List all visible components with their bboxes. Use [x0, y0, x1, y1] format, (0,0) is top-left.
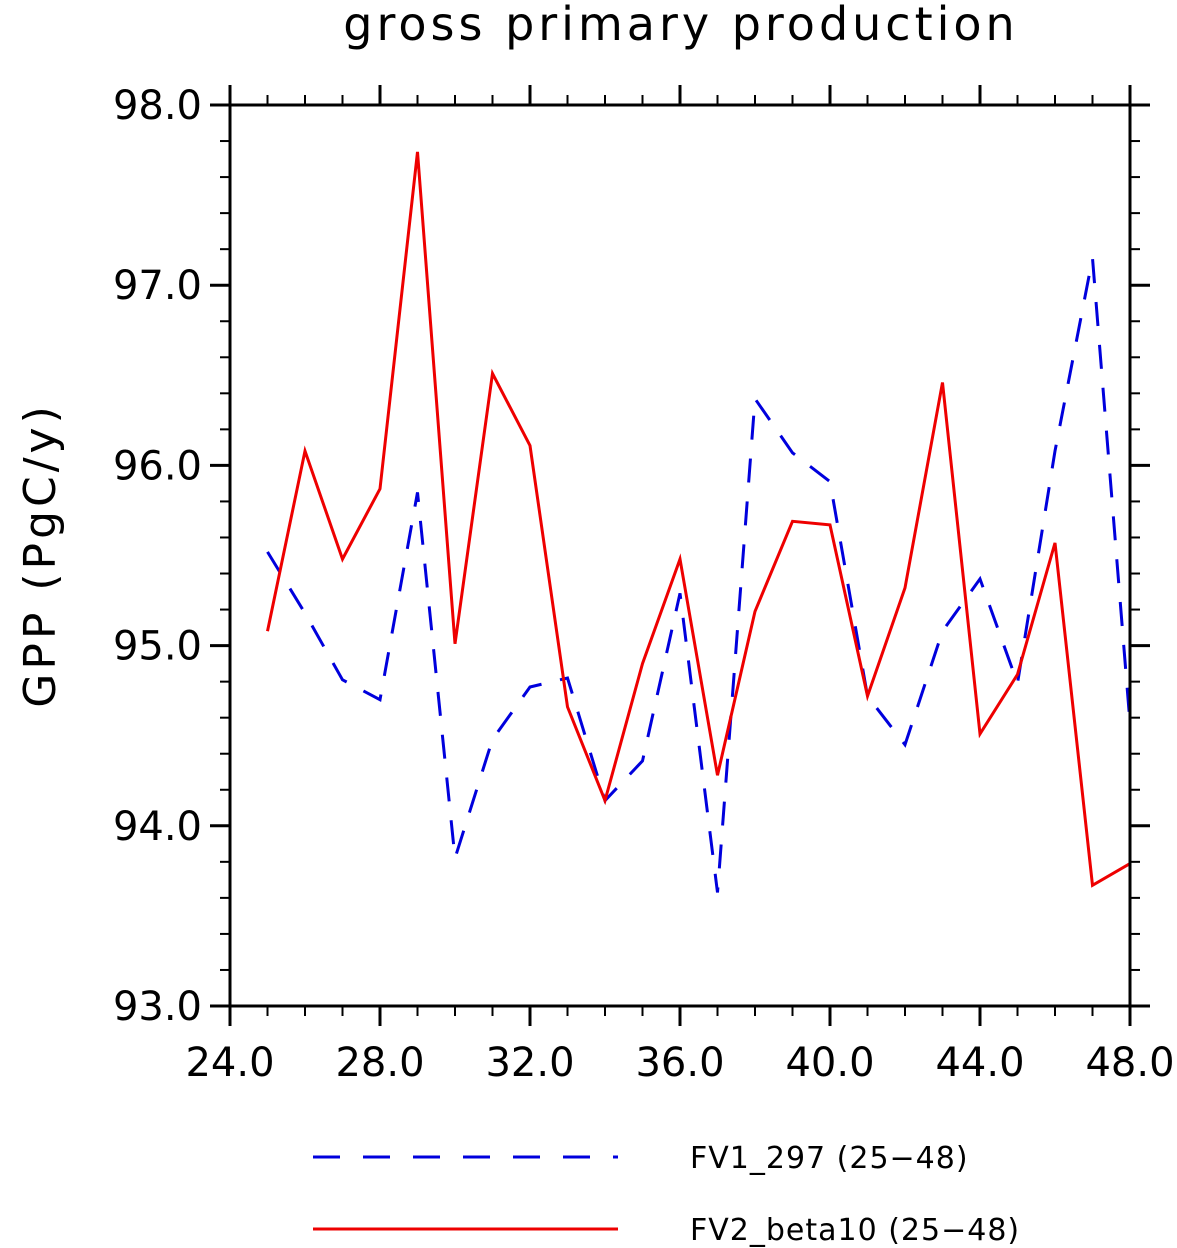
series-line-1	[266, 257, 1132, 893]
x-tick-label: 44.0	[935, 1040, 1024, 1086]
legend-label-1: FV1_297 (25−48)	[690, 1141, 969, 1176]
ticks-layer: 24.0 28.0 32.0 36.0 40.0 44.0 48.0 93.0 94.0 95.0…	[113, 83, 1175, 1086]
y-tick-label: 94.0	[113, 804, 202, 850]
x-tick-label: 40.0	[785, 1040, 874, 1086]
y-tick-label: 97.0	[113, 263, 202, 309]
y-tick-label: 98.0	[113, 83, 202, 129]
x-tick-label: 24.0	[185, 1040, 274, 1086]
y-tick-label: 93.0	[113, 984, 202, 1030]
series-layer	[266, 151, 1132, 893]
x-tick-label: 32.0	[485, 1040, 574, 1086]
legend-label-2: FV2_beta10 (25−48)	[690, 1213, 1020, 1248]
x-tick-label: 36.0	[635, 1040, 724, 1086]
legend: FV1_297 (25−48) FV2_beta10 (25−48)	[313, 1141, 1020, 1248]
y-tick-label: 95.0	[113, 624, 202, 670]
y-tick-label: 96.0	[113, 443, 202, 489]
x-tick-label: 28.0	[335, 1040, 424, 1086]
series-line-2	[266, 151, 1131, 888]
y-axis-label-group: GPP (PgC/y)	[15, 402, 66, 708]
x-tick-label: 48.0	[1085, 1040, 1174, 1086]
chart-title: gross primary production	[343, 0, 1018, 51]
y-axis-label: GPP (PgC/y)	[15, 402, 66, 708]
